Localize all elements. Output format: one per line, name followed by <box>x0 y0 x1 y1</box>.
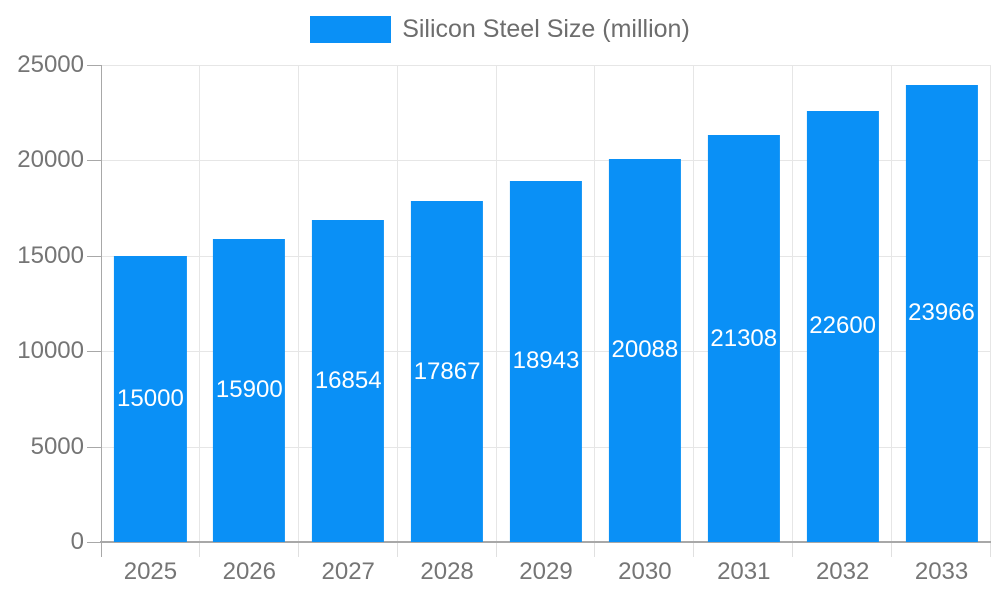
x-axis-tick-7 <box>792 542 794 557</box>
x-axis-tick-5 <box>594 542 596 557</box>
x-axis-line <box>100 541 991 543</box>
y-axis-tick-10000 <box>87 351 101 353</box>
y-axis-line <box>101 65 102 557</box>
category-column-2028: 17867 2028 <box>398 65 497 585</box>
x-axis-label-2026: 2026 <box>222 558 276 585</box>
x-axis-tick-9 <box>990 542 991 557</box>
x-axis-label-2033: 2033 <box>914 558 969 585</box>
bar-value-label-2031: 21308 <box>710 324 778 352</box>
bar-value-label-2032: 22600 <box>809 312 877 340</box>
bar-2027[interactable]: 16854 <box>312 220 385 542</box>
bar-2033[interactable]: 23966 <box>905 84 978 542</box>
gridline-x-boundary-5 <box>594 65 596 542</box>
y-axis-label-25000: 25000 <box>17 51 84 78</box>
bar-2032[interactable]: 22600 <box>806 110 879 542</box>
gridline-x-boundary-6 <box>693 65 695 542</box>
gridline-x-boundary-1 <box>198 65 200 542</box>
y-axis-tick-0 <box>87 542 101 543</box>
bar-2029[interactable]: 18943 <box>509 180 583 542</box>
x-axis-tick-4 <box>495 542 497 557</box>
gridline-x-boundary-4 <box>495 65 497 542</box>
x-axis-label-2027: 2027 <box>321 558 375 585</box>
gridline-x-boundary-3 <box>396 65 398 542</box>
legend[interactable]: Silicon Steel Size (million) <box>0 15 1000 44</box>
category-column-2025: 15000 2025 <box>101 65 200 585</box>
y-axis-tick-15000 <box>87 255 101 257</box>
category-column-2030: 20088 2030 <box>595 65 694 585</box>
y-axis-tick-20000 <box>87 160 101 162</box>
x-axis-label-2030: 2030 <box>618 558 672 585</box>
x-axis-label-2028: 2028 <box>420 558 474 585</box>
x-axis-label-2025: 2025 <box>123 558 178 585</box>
bar-2031[interactable]: 21308 <box>707 135 780 542</box>
legend-label: Silicon Steel Size (million) <box>402 15 690 43</box>
bar-value-label-2027: 16854 <box>314 367 382 395</box>
x-axis-label-2032: 2032 <box>815 558 870 585</box>
gridline-y-25000 <box>101 65 991 66</box>
bar-2028[interactable]: 17867 <box>411 201 484 542</box>
y-axis-label-5000: 5000 <box>30 432 84 460</box>
bar-2025[interactable]: 15000 <box>114 255 187 542</box>
bar-2030[interactable]: 20088 <box>608 158 681 542</box>
x-axis-label-2031: 2031 <box>717 558 771 585</box>
x-axis-tick-8 <box>891 542 893 557</box>
bar-value-label-2033: 23966 <box>908 299 975 327</box>
y-axis-tick-5000 <box>87 446 101 448</box>
category-column-2032: 22600 2032 <box>793 65 892 585</box>
legend-swatch <box>310 16 392 43</box>
gridline-x-boundary-9 <box>990 65 991 542</box>
bar-value-label-2025: 15000 <box>117 384 184 412</box>
x-axis-tick-1 <box>198 542 200 557</box>
gridline-x-boundary-8 <box>891 65 893 542</box>
x-axis-tick-6 <box>693 542 695 557</box>
bar-2026[interactable]: 15900 <box>213 238 286 542</box>
plot-area: 0 5000 10000 15000 20000 25000 15000 2025 15900 2… <box>17 51 991 585</box>
bar-value-label-2029: 18943 <box>512 347 580 375</box>
y-axis-tick-25000 <box>87 65 101 66</box>
y-axis-label-15000: 15000 <box>17 241 84 269</box>
category-column-2033: 23966 2033 <box>892 65 991 585</box>
bar-value-label-2028: 17867 <box>413 357 481 385</box>
gridline-x-boundary-7 <box>792 65 794 542</box>
x-axis-tick-3 <box>396 542 398 557</box>
category-column-2027: 16854 2027 <box>299 65 398 585</box>
gridline-x-boundary-2 <box>297 65 299 542</box>
gridline-y-20000 <box>101 160 991 162</box>
y-axis-label-10000: 10000 <box>17 337 84 365</box>
bar-value-label-2030: 20088 <box>611 336 679 364</box>
x-axis-tick-2 <box>297 542 299 557</box>
y-axis-label-20000: 20000 <box>17 146 84 174</box>
y-axis-label-0: 0 <box>70 528 84 555</box>
x-axis-label-2029: 2029 <box>519 558 573 585</box>
bar-value-label-2026: 15900 <box>215 376 283 404</box>
category-column-2026: 15900 2026 <box>200 65 299 585</box>
category-column-2031: 21308 2031 <box>694 65 793 585</box>
category-column-2029: 18943 2029 <box>497 65 596 585</box>
